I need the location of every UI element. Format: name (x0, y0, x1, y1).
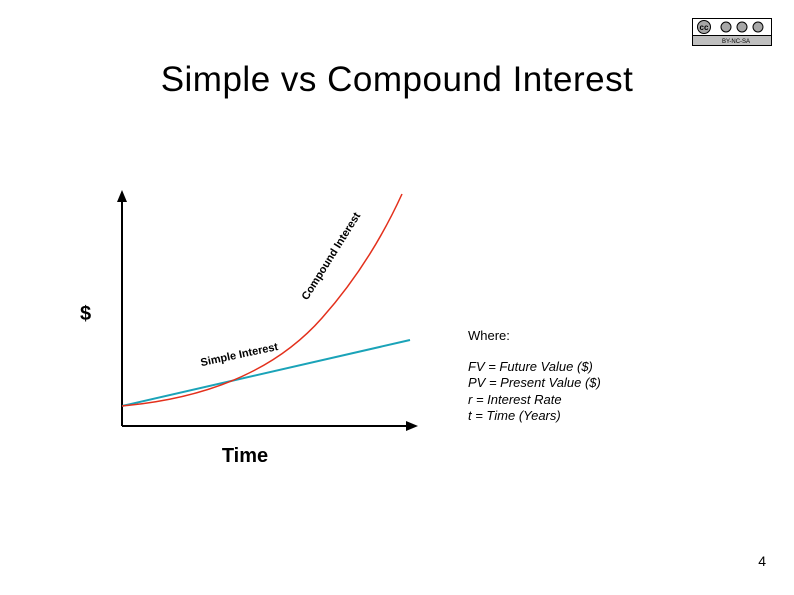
x-axis-label: Time (222, 445, 268, 467)
legend-definitions: FV = Future Value ($) PV = Present Value… (468, 359, 601, 424)
legend-where: Where: (468, 328, 601, 343)
slide-title: Simple vs Compound Interest (0, 60, 794, 100)
cc-license-badge: cc BY-NC-SA (692, 18, 772, 51)
cc-badge-label: BY-NC-SA (722, 39, 750, 45)
legend-def: PV = Present Value ($) (468, 375, 601, 391)
chart-svg: $ Time Simple Interest Compound Interest (70, 170, 430, 480)
legend-def: r = Interest Rate (468, 392, 601, 408)
legend-def: FV = Future Value ($) (468, 359, 601, 375)
cc-badge-svg: cc BY-NC-SA (692, 18, 772, 46)
variable-legend: Where: FV = Future Value ($) PV = Presen… (468, 328, 601, 424)
legend-def: t = Time (Years) (468, 408, 601, 424)
interest-chart: $ Time Simple Interest Compound Interest (70, 170, 430, 480)
simple-interest-label: Simple Interest (200, 341, 280, 369)
x-axis-arrow (406, 421, 418, 431)
y-axis-label: $ (80, 303, 91, 325)
page-number: 4 (758, 553, 766, 569)
svg-text:cc: cc (700, 23, 709, 32)
compound-interest-label: Compound Interest (300, 210, 364, 302)
y-axis-arrow (117, 190, 127, 202)
